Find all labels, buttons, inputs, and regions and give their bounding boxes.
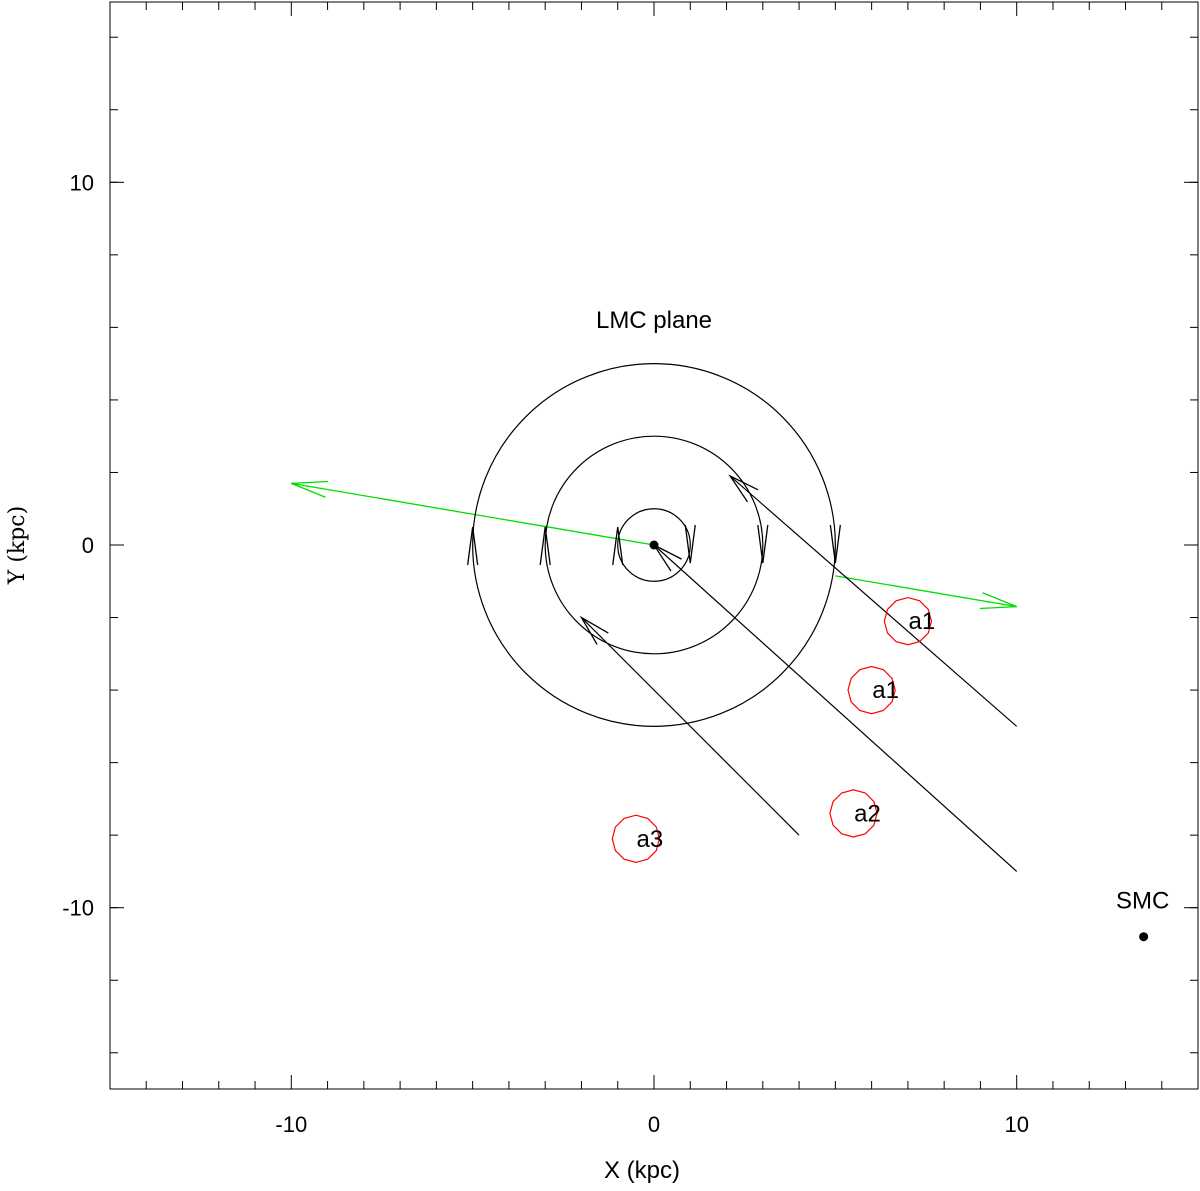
smc-label: SMC — [1116, 888, 1169, 915]
green-line-segment — [291, 482, 655, 546]
trajectory-line — [653, 544, 1018, 872]
x-tick-label: -10 — [275, 1112, 307, 1137]
cloud-marker — [611, 814, 661, 864]
green-line-segment — [835, 575, 1017, 608]
x-tick-label: 0 — [648, 1112, 660, 1137]
x-tick-label: 10 — [1004, 1112, 1028, 1137]
green-arrowhead — [979, 592, 1017, 610]
cloud-marker — [847, 665, 896, 715]
cloud-label: a3 — [637, 826, 664, 853]
cloud-marker — [829, 789, 878, 838]
orbit-arrow-down — [757, 524, 769, 564]
green-arrowhead — [291, 480, 329, 498]
plot-content: a1 a1 a2 a3 SMC — [291, 363, 1169, 942]
orbit-arrow-up — [539, 526, 551, 566]
trajectory-arrowhead — [728, 474, 759, 503]
cloud-label: a1 — [909, 608, 936, 635]
orbit-arrow-down — [829, 524, 841, 564]
y-tick-label: 0 — [82, 533, 94, 558]
trajectory-arrowhead — [579, 615, 609, 645]
axis-ticks — [110, 2, 1198, 1089]
orbit-arrow-up — [612, 526, 624, 566]
y-tick-label: 10 — [70, 170, 94, 195]
trajectory-line — [581, 617, 800, 836]
y-axis-label: Y (kpc) — [5, 506, 30, 585]
orbit-circle — [544, 435, 764, 655]
tick-labels: -10 0 10 -10 0 10 — [62, 170, 1029, 1137]
cloud-label: a2 — [854, 800, 881, 827]
orbit-arrow-up — [467, 526, 479, 566]
smc-dot — [1139, 932, 1149, 942]
lmc-center-dot — [649, 540, 659, 550]
y-tick-label: -10 — [62, 896, 94, 921]
cloud-label: a1 — [872, 677, 899, 704]
orbit-circle — [617, 508, 691, 582]
cloud-marker — [883, 596, 933, 646]
orbit-circle — [472, 363, 836, 727]
plane-label: LMC plane — [596, 307, 712, 334]
orbit-arrow-down — [684, 524, 696, 564]
x-axis-label: X (kpc) — [604, 1157, 680, 1184]
trajectory-line — [729, 475, 1018, 727]
